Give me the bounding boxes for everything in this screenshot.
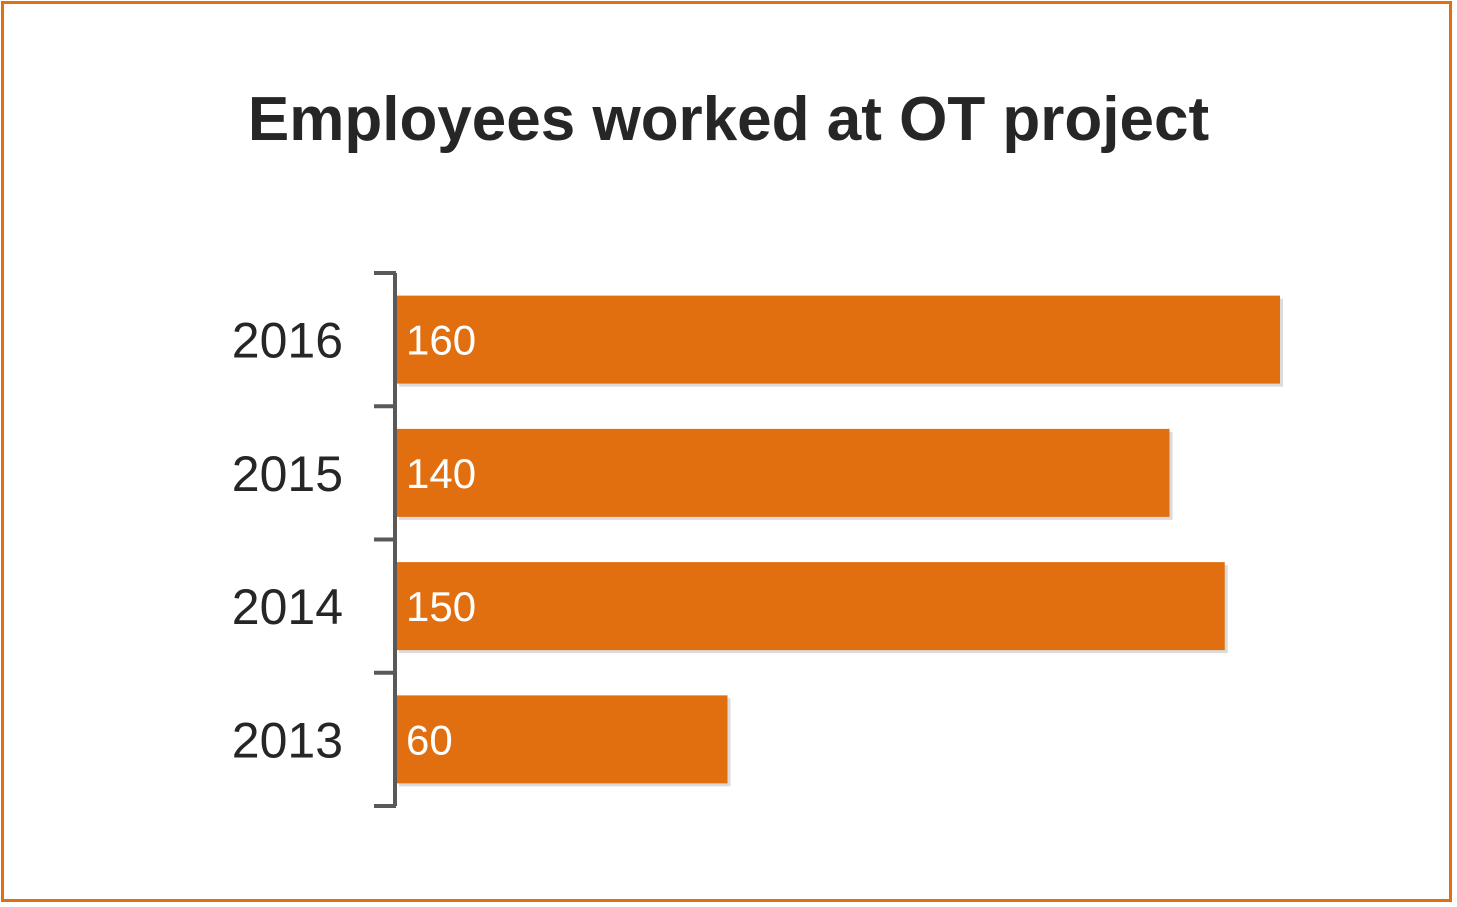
value-label-2014: 150	[406, 583, 476, 630]
category-label-2013: 2013	[232, 712, 343, 768]
bar-2014	[396, 562, 1225, 651]
value-label-2016: 160	[406, 317, 476, 364]
bars	[396, 295, 1280, 784]
bar-2013	[396, 695, 728, 784]
value-label-2015: 140	[406, 450, 476, 497]
category-label-2015: 2015	[232, 446, 343, 502]
category-labels: 2016 2015 2014 2013	[232, 313, 343, 769]
value-labels: 160 140 150 60	[406, 317, 476, 764]
category-label-2016: 2016	[232, 313, 343, 369]
bar-2015	[396, 428, 1170, 517]
category-axis	[374, 271, 397, 808]
bar-2016	[396, 295, 1280, 384]
category-label-2014: 2014	[232, 579, 343, 635]
value-label-2013: 60	[406, 716, 453, 763]
chart-title: Employees worked at OT project	[247, 85, 1210, 154]
